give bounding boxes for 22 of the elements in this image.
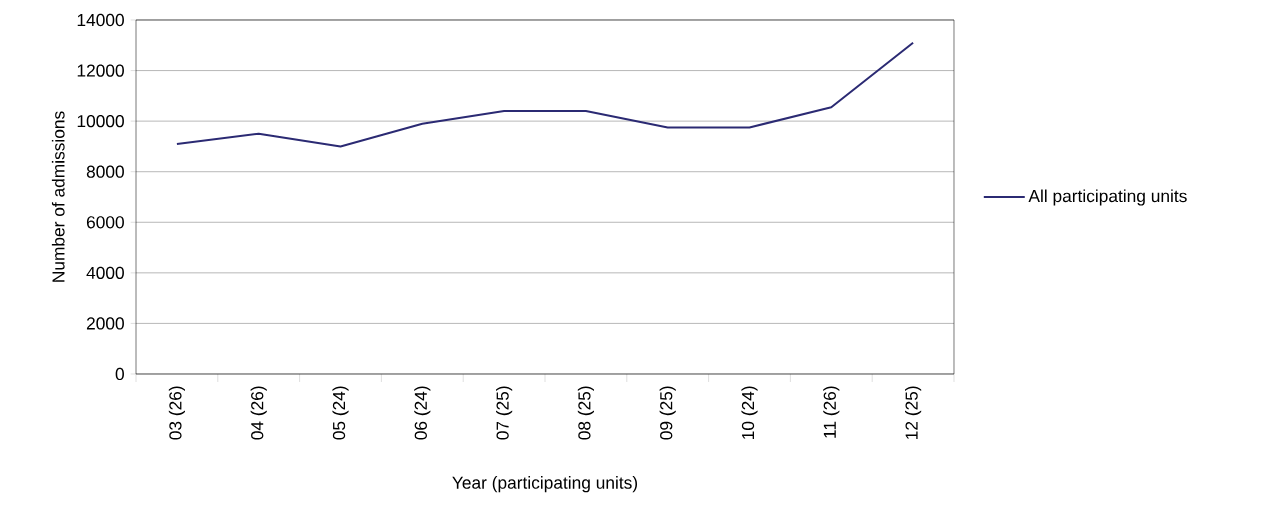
x-tick-label: 11 (26) — [823, 386, 840, 438]
y-tick-label: 14000 — [77, 13, 124, 27]
y-tick-label: 6000 — [86, 216, 124, 229]
x-axis-title: Year (participating units) — [452, 476, 638, 493]
line-series — [175, 41, 915, 148]
y-tick-label: 8000 — [86, 165, 124, 178]
y-tick-label: 12000 — [77, 64, 124, 77]
y-tick-label: 4000 — [86, 266, 124, 279]
x-tick-label: 08 (25) — [577, 386, 594, 440]
x-tick-label: 07 (25) — [496, 386, 513, 440]
y-axis-title: Number of admissions — [51, 111, 65, 282]
x-tick-label: 10 (24) — [741, 386, 758, 439]
x-tick-label: 05 (24) — [332, 386, 349, 440]
x-tick-label: 03 (26) — [168, 386, 185, 440]
y-tick-label: 0 — [115, 367, 124, 381]
x-tick-label: 04 (26) — [250, 386, 267, 440]
y-tick-label: 2000 — [86, 317, 124, 330]
x-tick-label: 09 (25) — [659, 386, 676, 440]
x-tick-label: 12 (25) — [905, 386, 922, 439]
x-tick-label: 06 (24) — [414, 386, 431, 440]
y-tick-label: 10000 — [77, 114, 124, 128]
legend-label: All participating units — [1028, 189, 1187, 206]
